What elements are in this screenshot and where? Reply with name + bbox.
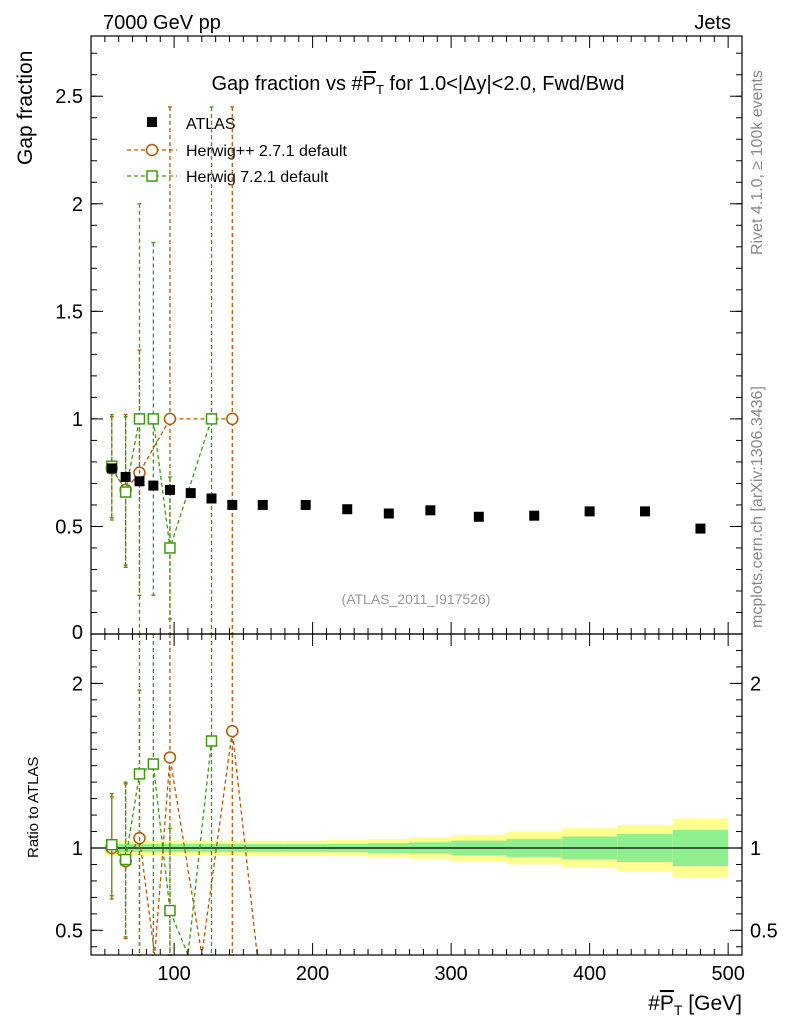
atlas-data-point (695, 523, 706, 534)
lower-y-tick-label-left: 0.5 (55, 920, 83, 942)
upper-herwigpp-marker (163, 412, 177, 426)
upper-y-tick-label: 1.5 (55, 301, 83, 323)
atlas-data-point (227, 499, 238, 510)
atlas-data-point (383, 508, 394, 519)
chart-title: Gap fraction vs #PT for 1.0<|Δy|<2.0, Fw… (211, 73, 624, 97)
x-tick-label: 500 (711, 963, 744, 985)
ratio-herwig7-marker (164, 904, 176, 917)
atlas-data-point (640, 506, 651, 517)
lower-y-tick-label-right: 2 (750, 673, 761, 695)
lower-y-axis-label: Ratio to ATLAS (25, 757, 42, 858)
atlas-data-point (425, 505, 436, 516)
lower-frame (90, 633, 743, 956)
legend-label-herwigpp: Herwig++ 2.7.1 default (186, 143, 348, 160)
lower-y-tick-label-right: 0.5 (750, 920, 778, 942)
atlas-data-point (148, 480, 159, 491)
atlas-data-point (257, 499, 268, 510)
upper-y-axis-label: Gap fraction (14, 51, 37, 165)
ratio-herwig7-marker (147, 758, 160, 770)
header-left: 7000 GeV pp (103, 12, 221, 34)
upper-herwigpp-line (111, 418, 233, 492)
x-axis-label: #PT [GeV] (648, 992, 742, 1018)
atlas-data-point (342, 504, 353, 515)
ratio-herwigpp-marker (163, 751, 177, 764)
atlas-data-point (134, 476, 145, 487)
atlas-data-point (185, 488, 196, 499)
ratio-herwig7-marker (133, 768, 146, 780)
x-tick-label: 300 (434, 963, 467, 985)
legend-label-atlas: ATLAS (186, 116, 236, 133)
atlas-data-point (584, 506, 595, 517)
upper-herwig7-marker (119, 486, 132, 498)
atlas-data-point (473, 511, 484, 522)
upper-y-tick-label: 0.5 (55, 516, 83, 538)
x-tick-label: 200 (296, 963, 329, 985)
upper-herwig7-marker (164, 542, 176, 554)
ratio-herwig7-marker (119, 853, 132, 866)
analysis-id: (ATLAS_2011_I917526) (342, 591, 491, 607)
upper-y-zero-label: 0 (72, 622, 83, 644)
mcplots-source-label: mcplots.cern.ch [arXiv:1306.3436] (749, 386, 766, 628)
rivet-version-label: Rivet 4.1.0, ≥ 100k events (749, 70, 766, 255)
atlas-data-point (120, 471, 131, 482)
lower-y-tick-label-left: 1 (72, 838, 83, 860)
x-tick-label: 100 (157, 963, 190, 985)
legend-marker-herwigpp (145, 143, 159, 157)
lower-y-tick-label-right: 1 (750, 838, 761, 860)
plot-layers: 0.5 1 1.5 2 2.5 0 0.5 0.5 1 1 2 2 100 200 300 400 500 (55, 35, 778, 985)
lower-y-tick-label-left: 2 (72, 673, 83, 695)
atlas-data-point (106, 463, 117, 474)
legend-marker-atlas (147, 117, 157, 127)
atlas-data-point (206, 493, 217, 504)
legend: ATLAS Herwig++ 2.7.1 default Herwig 7.2.… (127, 116, 348, 186)
upper-herwigpp-marker (226, 412, 239, 426)
legend-label-herwig7: Herwig 7.2.1 default (186, 169, 329, 186)
upper-y-tick-label: 2.5 (55, 86, 83, 108)
upper-herwig7-marker (205, 413, 218, 425)
upper-y-tick-label: 2 (72, 194, 83, 216)
ratio-herwig7-marker (205, 735, 218, 747)
upper-herwig7-marker (133, 413, 146, 425)
ratio-herwig7-marker (106, 838, 118, 851)
atlas-data-point (300, 499, 311, 510)
ratio-herwigpp-marker (226, 724, 239, 738)
header-right: Jets (694, 12, 731, 34)
legend-marker-herwig7 (146, 170, 158, 182)
atlas-data-point (529, 510, 540, 521)
atlas-data-point (164, 484, 175, 495)
upper-herwig7-marker (147, 413, 160, 425)
upper-herwig7-line (111, 418, 213, 549)
x-tick-label: 400 (573, 963, 606, 985)
upper-y-tick-label: 1 (72, 409, 83, 431)
